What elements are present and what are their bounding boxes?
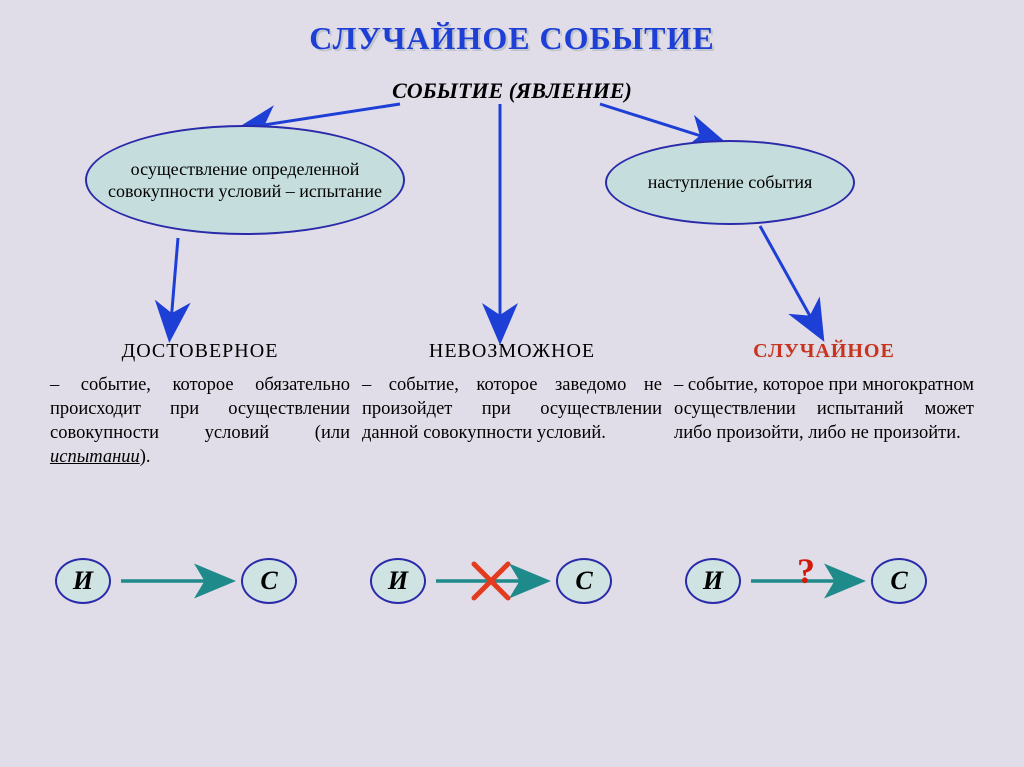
certain-body-pre: – событие, которое обязательно происходи… xyxy=(50,375,350,443)
bubble-c-3: С xyxy=(871,558,927,604)
ic-row-certain: И С xyxy=(55,558,297,604)
bubble-i-2: И xyxy=(370,558,426,604)
ic-row-random: И ? С xyxy=(685,558,927,604)
ic-row-impossible: И С xyxy=(370,558,612,604)
bubble-i-3: И xyxy=(685,558,741,604)
ellipse-trial: осуществление определенной совокупности … xyxy=(85,125,405,235)
impossible-head: НЕВОЗМОЖНОЕ xyxy=(362,340,662,363)
bubble-i-1: И xyxy=(55,558,111,604)
random-body: – событие, которое при многократном осущ… xyxy=(674,373,974,445)
bubble-c-1: С xyxy=(241,558,297,604)
certain-head: ДОСТОВЕРНОЕ xyxy=(50,340,350,363)
subtitle: СОБЫТИЕ (ЯВЛЕНИЕ) xyxy=(0,78,1024,104)
arrow-subtitle-left xyxy=(244,104,400,128)
bubble-c-2: С xyxy=(556,558,612,604)
question-mark: ? xyxy=(741,550,871,592)
random-head-text: СЛУЧАЙНОЕ xyxy=(753,340,895,362)
certain-body: – событие, которое обязательно происходи… xyxy=(50,373,350,469)
certain-body-post: ). xyxy=(140,447,151,467)
arrow-subtitle-right xyxy=(600,104,720,142)
random-head: СЛУЧАЙНОЕ СЛУЧАЙНОЕ xyxy=(674,340,974,363)
ellipse-event-text: наступление события xyxy=(648,171,813,194)
column-random: СЛУЧАЙНОЕ СЛУЧАЙНОЕ – событие, которое п… xyxy=(674,340,974,445)
ic-arrow-impossible xyxy=(426,558,556,604)
ellipse-event: наступление события xyxy=(605,140,855,225)
arrow-ellipse-left-down xyxy=(170,238,178,334)
ellipse-trial-text: осуществление определенной совокупности … xyxy=(105,158,385,203)
title-text: СЛУЧАЙНОЕ СОБЫТИЕ xyxy=(309,20,714,56)
page-title: СЛУЧАЙНОЕ СОБЫТИЕ СЛУЧАЙНОЕ СОБЫТИЕ xyxy=(0,20,1024,57)
column-impossible: НЕВОЗМОЖНОЕ – событие, которое заведомо … xyxy=(362,340,662,445)
column-certain: ДОСТОВЕРНОЕ – событие, которое обязатель… xyxy=(50,340,350,469)
arrow-ellipse-right-down xyxy=(760,226,820,334)
impossible-body: – событие, которое заведомо не произойде… xyxy=(362,373,662,445)
certain-body-emph: испытании xyxy=(50,447,140,467)
ic-arrow-certain xyxy=(111,558,241,604)
